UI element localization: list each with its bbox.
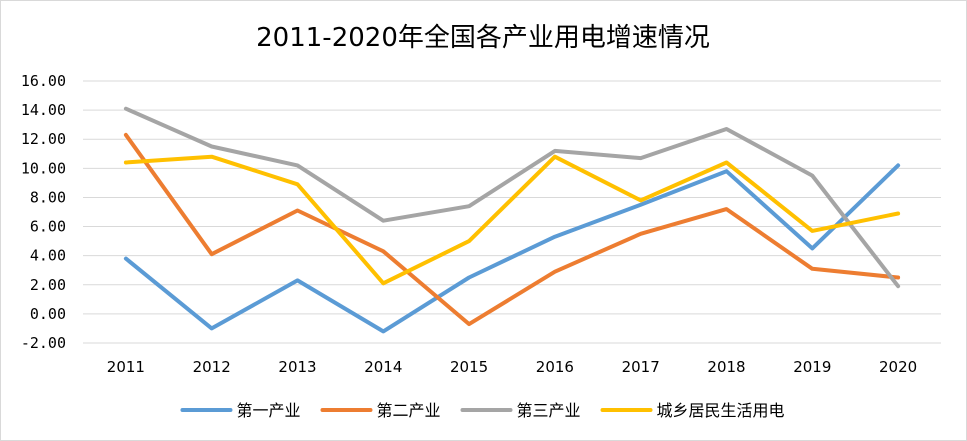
legend-label: 城乡居民生活用电 — [657, 401, 785, 420]
y-tick-label: 6.00 — [30, 218, 66, 236]
legend-label: 第一产业 — [236, 401, 300, 420]
legend-item: 第一产业 — [180, 401, 300, 420]
y-tick-label: 10.00 — [21, 159, 66, 177]
y-tick-label: -2.00 — [21, 334, 66, 352]
legend-item: 第三产业 — [460, 401, 581, 420]
series-line-1 — [123, 163, 901, 334]
x-tick-label: 2017 — [622, 358, 660, 376]
x-tick-label: 2012 — [193, 358, 231, 376]
x-tick-label: 2019 — [793, 358, 831, 376]
x-tick-label: 2020 — [879, 358, 917, 376]
x-axis-tick-labels: 2011 2012 2013 2014 2015 2016 2017 2018 2019 2020 — [107, 358, 917, 376]
legend-item: 第二产业 — [320, 401, 441, 420]
x-tick-label: 2018 — [707, 358, 745, 376]
y-tick-label: 4.00 — [30, 247, 66, 265]
legend-label: 第二产业 — [376, 401, 440, 420]
series-line-4 — [123, 154, 901, 286]
y-tick-label: 2.00 — [30, 276, 66, 294]
y-tick-label: 16.00 — [21, 72, 66, 90]
x-tick-label: 2014 — [364, 358, 402, 376]
y-axis-tick-labels: -2.00 0.00 2.00 4.00 6.00 8.00 10.00 12.00 14.00… — [21, 72, 66, 352]
y-tick-label: 8.00 — [30, 188, 66, 206]
legend: 第一产业 第二产业 第三产业 城乡居民生活用电 — [180, 401, 785, 420]
legend-label: 第三产业 — [517, 401, 581, 420]
chart-title: 2011-2020年全国各产业用电增速情况 — [256, 23, 710, 53]
series-lines — [123, 106, 901, 334]
series-line-2 — [123, 132, 901, 327]
x-tick-label: 2015 — [450, 358, 488, 376]
y-tick-label: 12.00 — [21, 130, 66, 148]
y-tick-label: 0.00 — [30, 305, 66, 323]
x-tick-label: 2016 — [536, 358, 574, 376]
x-tick-label: 2013 — [278, 358, 316, 376]
legend-item: 城乡居民生活用电 — [600, 401, 785, 420]
gridlines — [83, 80, 941, 344]
y-tick-label: 14.00 — [21, 101, 66, 119]
x-tick-label: 2011 — [107, 358, 145, 376]
series-line-3 — [123, 106, 901, 289]
